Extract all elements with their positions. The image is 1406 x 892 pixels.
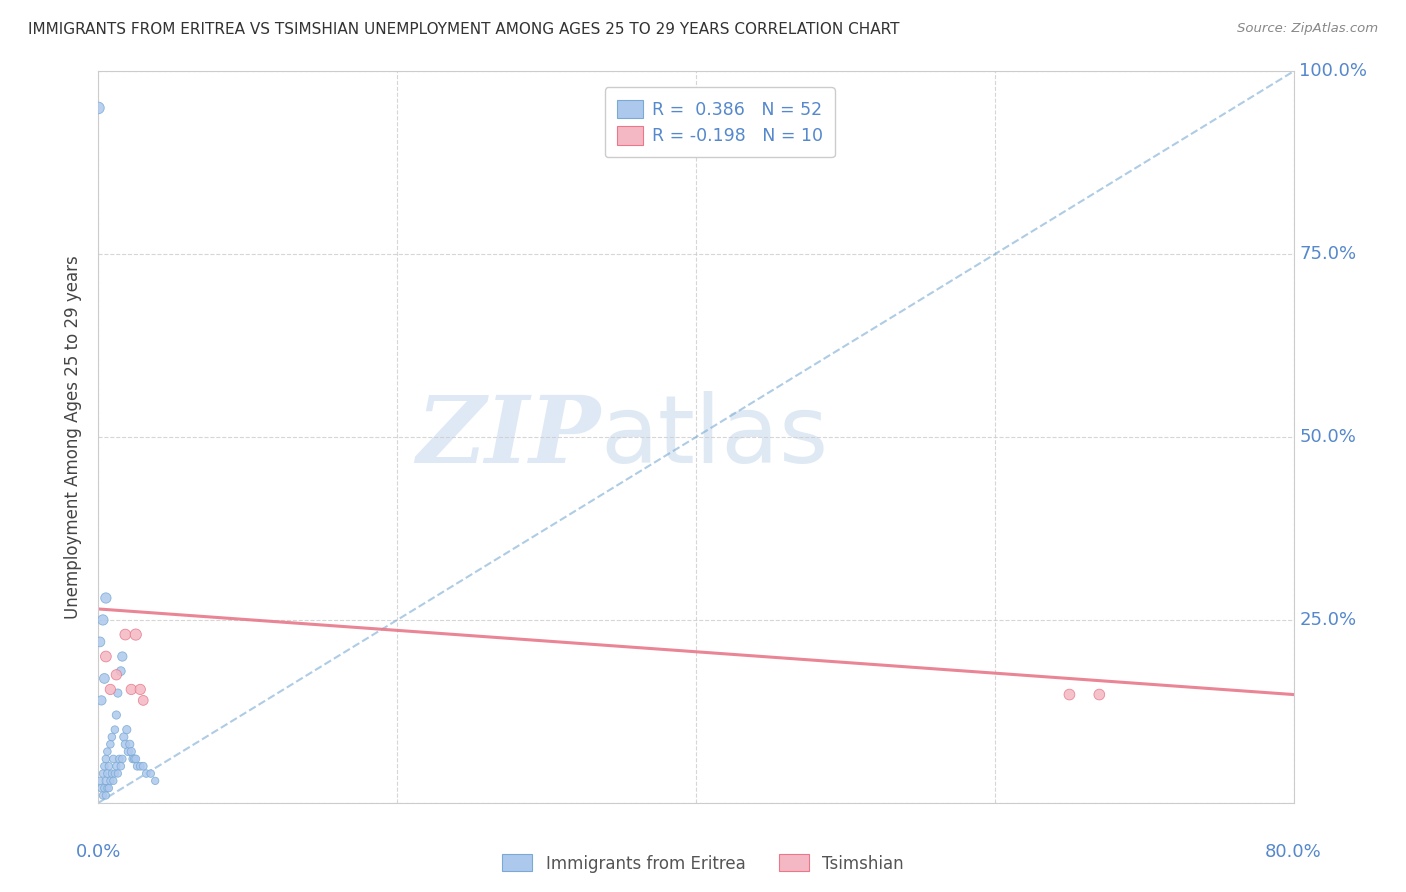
- Point: [111, 649, 134, 664]
- Legend: Immigrants from Eritrea, Tsimshian: Immigrants from Eritrea, Tsimshian: [496, 847, 910, 880]
- Point: [94, 773, 117, 788]
- Point: [118, 737, 141, 751]
- Point: [1059, 688, 1081, 702]
- Point: [98, 682, 122, 697]
- Point: [129, 682, 152, 697]
- Point: [91, 789, 114, 803]
- Point: [94, 591, 117, 605]
- Text: atlas: atlas: [600, 391, 828, 483]
- Point: [108, 752, 131, 766]
- Point: [132, 759, 155, 773]
- Point: [97, 759, 120, 773]
- Point: [117, 745, 139, 759]
- Point: [94, 789, 117, 803]
- Point: [105, 759, 128, 773]
- Point: [96, 766, 118, 780]
- Point: [124, 752, 146, 766]
- Point: [98, 737, 122, 751]
- Point: [125, 627, 148, 641]
- Text: IMMIGRANTS FROM ERITREA VS TSIMSHIAN UNEMPLOYMENT AMONG AGES 25 TO 29 YEARS CORR: IMMIGRANTS FROM ERITREA VS TSIMSHIAN UNE…: [28, 22, 900, 37]
- Point: [143, 773, 166, 788]
- Point: [121, 752, 143, 766]
- Point: [98, 773, 122, 788]
- Point: [89, 773, 111, 788]
- Point: [90, 781, 112, 796]
- Point: [91, 613, 114, 627]
- Point: [132, 693, 155, 707]
- Point: [110, 664, 132, 678]
- Text: ZIP: ZIP: [416, 392, 600, 482]
- Point: [96, 745, 118, 759]
- Point: [112, 730, 135, 744]
- Point: [90, 693, 112, 707]
- Text: 25.0%: 25.0%: [1299, 611, 1357, 629]
- Point: [93, 781, 115, 796]
- Point: [96, 781, 118, 796]
- Text: 0.0%: 0.0%: [76, 843, 121, 861]
- Point: [94, 752, 117, 766]
- Point: [120, 745, 142, 759]
- Point: [129, 759, 152, 773]
- Point: [91, 766, 114, 780]
- Point: [89, 635, 111, 649]
- Text: 80.0%: 80.0%: [1265, 843, 1322, 861]
- Point: [105, 708, 128, 723]
- Point: [110, 759, 132, 773]
- Point: [114, 737, 136, 751]
- Y-axis label: Unemployment Among Ages 25 to 29 years: Unemployment Among Ages 25 to 29 years: [65, 255, 83, 619]
- Point: [107, 766, 129, 780]
- Text: 50.0%: 50.0%: [1299, 428, 1357, 446]
- Point: [104, 766, 127, 780]
- Point: [115, 723, 138, 737]
- Point: [1088, 688, 1111, 702]
- Point: [101, 766, 124, 780]
- Text: 100.0%: 100.0%: [1299, 62, 1368, 80]
- Point: [111, 752, 134, 766]
- Point: [135, 766, 157, 780]
- Point: [103, 752, 125, 766]
- Point: [93, 672, 115, 686]
- Point: [93, 759, 115, 773]
- Point: [103, 773, 125, 788]
- Point: [127, 759, 149, 773]
- Text: Source: ZipAtlas.com: Source: ZipAtlas.com: [1237, 22, 1378, 36]
- Point: [104, 723, 127, 737]
- Point: [101, 730, 124, 744]
- Point: [139, 766, 162, 780]
- Point: [105, 667, 128, 681]
- Text: 75.0%: 75.0%: [1299, 245, 1357, 263]
- Point: [120, 682, 142, 697]
- Point: [125, 752, 148, 766]
- Point: [94, 649, 117, 664]
- Legend: R =  0.386   N = 52, R = -0.198   N = 10: R = 0.386 N = 52, R = -0.198 N = 10: [605, 87, 835, 157]
- Point: [107, 686, 129, 700]
- Point: [114, 627, 136, 641]
- Point: [97, 781, 120, 796]
- Point: [87, 101, 110, 115]
